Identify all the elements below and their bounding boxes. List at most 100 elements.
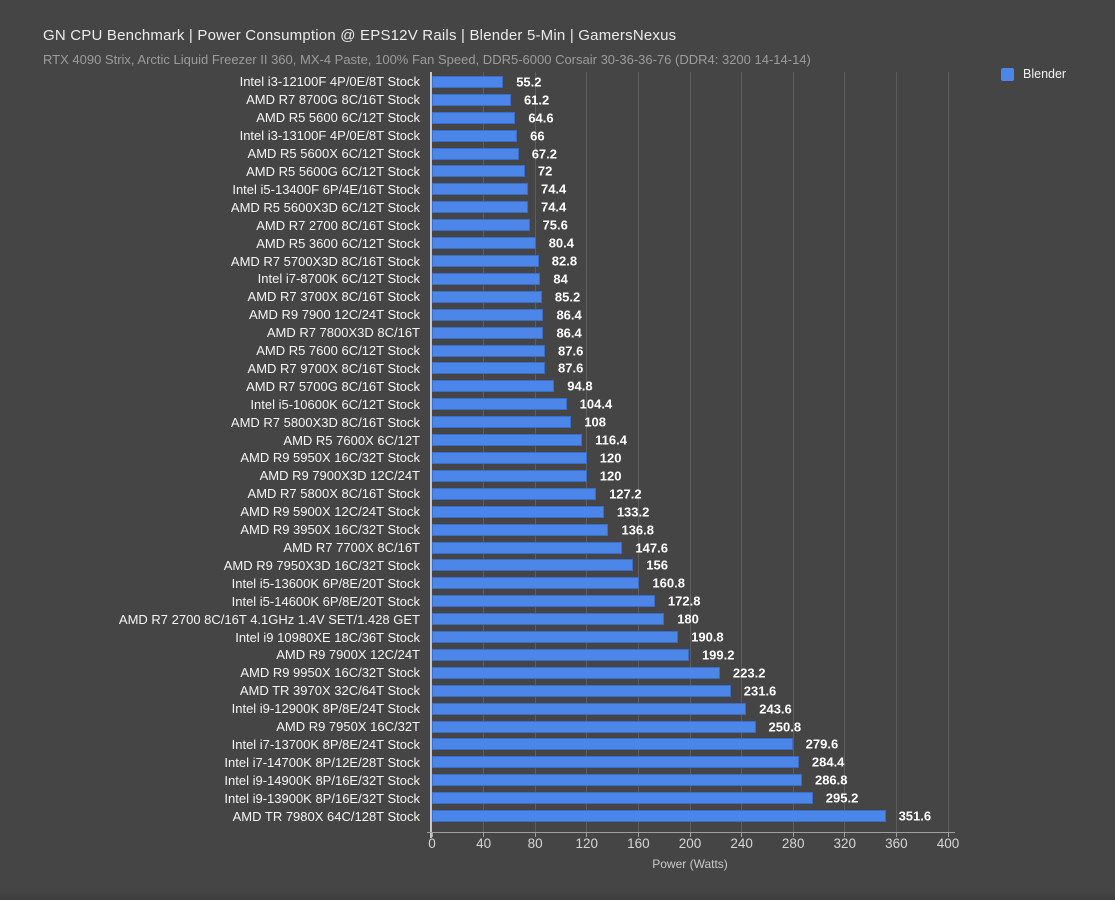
chart-row: Intel i9-14900K 8P/16E/32T Stock 286.8 [0, 771, 1115, 789]
chart-row: Intel i5-14600K 6P/8E/20T Stock 172.8 [0, 592, 1115, 610]
chart-row: Intel i9-12900K 8P/8E/24T Stock 243.6 [0, 700, 1115, 718]
gridline [792, 72, 794, 832]
category-label: AMD TR 7980X 64C/128T Stock [232, 808, 420, 824]
x-axis-tick-label: 240 [730, 836, 753, 851]
value-label: 284.4 [811, 754, 845, 770]
bar-track: 136.8 [432, 521, 1115, 539]
power-bar [432, 487, 597, 500]
category-label: Intel i9 10980XE 18C/36T Stock [235, 629, 420, 645]
power-bar [432, 648, 689, 661]
x-axis-tick-label: 280 [781, 836, 805, 851]
bar-track: 86.4 [432, 306, 1115, 324]
bar-track: 74.4 [432, 180, 1115, 198]
chart-row: Intel i7-14700K 8P/12E/28T Stock 284.4 [0, 753, 1115, 771]
bottom-shade [0, 890, 1115, 900]
x-axis-tick-label: 40 [476, 836, 492, 851]
bar-track: 66 [432, 127, 1115, 145]
x-axis-tick [431, 832, 433, 837]
power-bar [432, 469, 587, 482]
power-bar [432, 595, 655, 608]
chart-subtitle: RTX 4090 Strix, Arctic Liquid Freezer II… [43, 52, 811, 67]
category-label: AMD R7 5700X3D 8C/16T Stock [230, 253, 420, 269]
x-axis-tick [792, 832, 794, 837]
chart-row: AMD TR 3970X 32C/64T Stock 231.6 [0, 682, 1115, 700]
power-bar [432, 93, 511, 106]
category-label: AMD R7 5800X3D 8C/16T Stock [230, 414, 420, 430]
legend-swatch-icon [1001, 67, 1014, 81]
value-label: 67.2 [531, 146, 557, 162]
bar-track: 120 [432, 467, 1115, 485]
chart-row: AMD R7 5700G 8C/16T Stock 94.8 [0, 377, 1115, 395]
value-label: 87.6 [558, 360, 584, 376]
bar-track: 295.2 [432, 789, 1115, 807]
chart-row: AMD R7 7700X 8C/16T 147.6 [0, 539, 1115, 557]
chart-row: AMD R7 5800X 8C/16T Stock 127.2 [0, 485, 1115, 503]
bar-track: 133.2 [432, 503, 1115, 521]
gridline [586, 72, 588, 832]
category-label: AMD R7 8700G 8C/16T Stock [246, 92, 420, 108]
bar-track: 231.6 [432, 682, 1115, 700]
chart-row: AMD R9 7950X 16C/32T 250.8 [0, 718, 1115, 736]
value-label: 74.4 [540, 181, 567, 197]
value-label: 86.4 [556, 307, 582, 323]
value-label: 82.8 [551, 253, 578, 269]
bar-track: 55.2 [432, 73, 1115, 91]
value-label: 120 [599, 468, 622, 484]
bar-track: 243.6 [432, 700, 1115, 718]
chart-row: Intel i5-13400F 6P/4E/16T Stock 74.4 [0, 180, 1115, 198]
x-axis-tick-label: 0 [428, 836, 436, 851]
chart-row: AMD R5 7600 6C/12T Stock 87.6 [0, 342, 1115, 360]
category-label: Intel i9-12900K 8P/8E/24T Stock [231, 701, 420, 717]
category-label: AMD R9 5950X 16C/32T Stock [240, 450, 420, 466]
value-label: 64.6 [528, 110, 554, 126]
bar-track: 190.8 [432, 628, 1115, 646]
power-bar [432, 416, 572, 429]
gridline [844, 72, 846, 832]
power-bar [432, 380, 555, 393]
legend: Blender [1001, 67, 1066, 81]
bar-rows: Intel i3-12100F 4P/0E/8T Stock 55.2 AMD R7… [0, 73, 1115, 825]
power-bar [432, 666, 720, 679]
power-bar [432, 362, 545, 375]
category-label: Intel i7-8700K 6C/12T Stock [257, 271, 420, 287]
chart-row: AMD R9 9950X 16C/32T Stock 223.2 [0, 664, 1115, 682]
power-bar [432, 75, 504, 88]
chart-row: AMD R9 7950X3D 16C/32T Stock 156 [0, 556, 1115, 574]
chart-row: AMD TR 7980X 64C/128T Stock 351.6 [0, 807, 1115, 825]
x-axis-tick [844, 832, 846, 837]
bar-track: 351.6 [432, 807, 1115, 825]
value-label: 180 [677, 611, 699, 627]
bar-track: 104.4 [432, 395, 1115, 413]
chart-row: Intel i5-10600K 6C/12T Stock 104.4 [0, 395, 1115, 413]
value-label: 223.2 [732, 665, 766, 681]
gridline [947, 72, 949, 832]
value-label: 295.2 [825, 790, 859, 806]
category-label: AMD TR 3970X 32C/64T Stock [239, 683, 420, 699]
category-label: Intel i3-12100F 4P/0E/8T Stock [239, 74, 420, 90]
value-label: 80.4 [548, 235, 575, 251]
chart-row: AMD R5 5600X 6C/12T Stock 67.2 [0, 145, 1115, 163]
value-label: 55.2 [516, 74, 542, 90]
bar-track: 80.4 [432, 234, 1115, 252]
category-label: AMD R7 2700 8C/16T Stock [256, 217, 420, 233]
power-bar [432, 237, 536, 250]
bar-track: 86.4 [432, 324, 1115, 342]
value-label: 250.8 [768, 719, 802, 735]
power-bar [432, 255, 539, 268]
category-label: Intel i7-13700K 8P/8E/24T Stock [231, 736, 420, 752]
category-label: AMD R5 7600 6C/12T Stock [256, 343, 420, 359]
value-label: 86.4 [556, 325, 582, 341]
gridline [895, 72, 897, 832]
x-axis-tick-label: 120 [575, 836, 599, 851]
bar-track: 87.6 [432, 360, 1115, 378]
chart-row: AMD R7 5800X3D 8C/16T Stock 108 [0, 413, 1115, 431]
chart-row: Intel i5-13600K 6P/8E/20T Stock 160.8 [0, 574, 1115, 592]
bar-track: 147.6 [432, 539, 1115, 557]
bar-track: 108 [432, 413, 1115, 431]
bar-track: 84 [432, 270, 1115, 288]
gridline [741, 72, 743, 832]
power-bar [432, 702, 747, 715]
value-label: 172.8 [667, 593, 701, 609]
chart-row: Intel i9 10980XE 18C/36T Stock 190.8 [0, 628, 1115, 646]
power-bar [432, 720, 756, 733]
